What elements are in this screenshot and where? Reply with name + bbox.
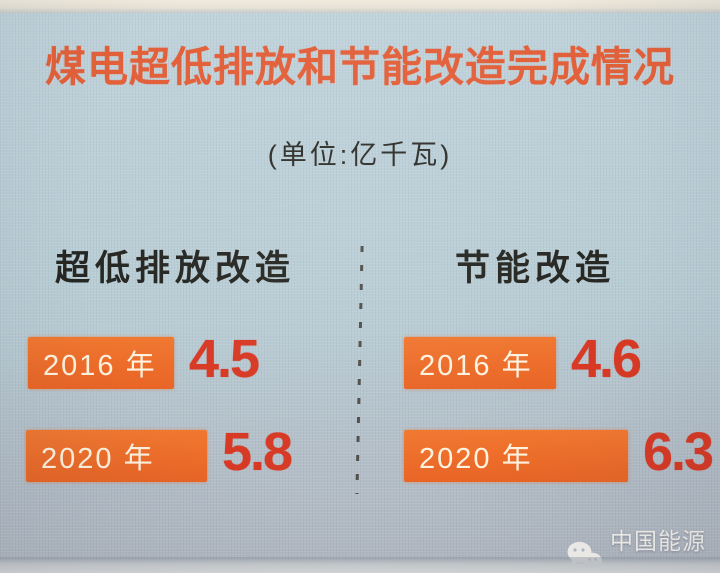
group-header-energy-saving: 节能改造: [454, 249, 615, 288]
group-header-ultra-low-emission: 超低排放改造: [54, 249, 295, 288]
bar-value: 5.8: [222, 422, 293, 482]
bar-row: 2020 年 5.8: [26, 422, 293, 483]
bar-value: 6.3: [643, 422, 714, 482]
unit-label: (单位:亿千瓦): [267, 140, 453, 170]
bar-row: 2016 年 4.6: [404, 329, 642, 390]
paper-edge-bottom: [0, 557, 720, 573]
bar-value: 4.5: [189, 329, 260, 389]
year-chip: 2016 年: [28, 337, 174, 389]
year-chip: 2016 年: [404, 337, 556, 389]
chart-title: 煤电超低排放和节能改造完成情况: [45, 44, 675, 90]
vertical-dashed-divider: [355, 245, 364, 495]
year-chip: 2020 年: [26, 430, 207, 482]
bar-row: 2016 年 4.5: [28, 329, 260, 390]
footer-brand-text: 中国能源报: [610, 528, 706, 573]
bar-row: 2020 年 6.3: [404, 422, 714, 483]
bar-value: 4.6: [571, 329, 642, 389]
paper-edge-top: [0, 0, 720, 13]
year-chip: 2020 年: [404, 430, 628, 482]
